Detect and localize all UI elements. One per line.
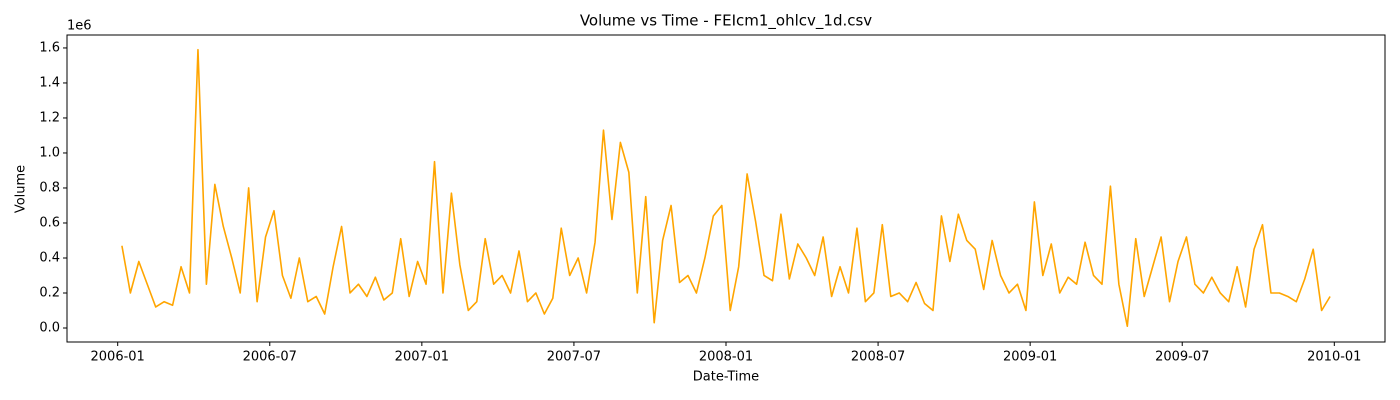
line-series — [121, 48, 1331, 328]
x-tick-label: 2007-07 — [547, 350, 601, 365]
x-tick-label: 2006-07 — [243, 350, 297, 365]
x-tick-label: 2007-01 — [395, 350, 449, 365]
y-axis-label: Volume — [14, 165, 29, 213]
y-tick-label: 0.8 — [39, 180, 60, 195]
axes-frame — [66, 34, 1386, 343]
y-tick-label: 1.2 — [39, 110, 60, 125]
y-tick-label: 0.4 — [39, 250, 60, 265]
y-tick-label: 1.4 — [39, 75, 60, 90]
x-tick-label: 2008-07 — [851, 350, 905, 365]
y-tick-label: 0.6 — [39, 215, 60, 230]
x-axis-label: Date-Time — [693, 370, 759, 385]
y-tick-label: 0.2 — [39, 285, 60, 300]
x-tick-label: 2008-01 — [699, 350, 753, 365]
y-offset-label: 1e6 — [67, 19, 92, 34]
y-tick-label: 1.0 — [39, 145, 60, 160]
y-tick-label: 0.0 — [39, 320, 60, 335]
y-tick-label: 1.6 — [39, 40, 60, 55]
x-tick-label: 2006-01 — [91, 350, 145, 365]
chart-title: Volume vs Time - FEIcm1_ohlcv_1d.csv — [580, 12, 872, 31]
x-tick-label: 2010-01 — [1307, 350, 1361, 365]
x-tick-label: 2009-07 — [1155, 350, 1209, 365]
x-tick-label: 2009-01 — [1003, 350, 1057, 365]
